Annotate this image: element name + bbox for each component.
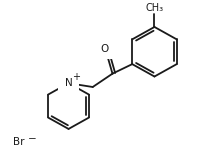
Text: N: N [65, 78, 72, 88]
Text: Br: Br [13, 137, 25, 147]
Text: CH₃: CH₃ [145, 3, 164, 13]
Text: +: + [72, 73, 80, 82]
Text: −: − [28, 134, 37, 144]
Text: O: O [100, 44, 109, 54]
